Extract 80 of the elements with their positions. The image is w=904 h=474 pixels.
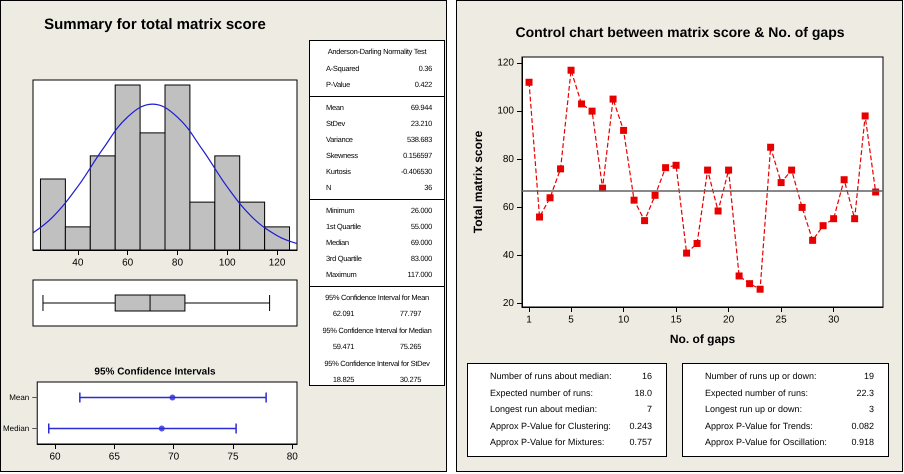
point	[694, 240, 701, 247]
point	[767, 144, 774, 151]
x-tick-label: 10	[618, 314, 630, 326]
y-tick-label: 60	[502, 202, 514, 213]
text: 0.757	[629, 436, 652, 449]
point	[704, 166, 712, 174]
x-tick-label: 1	[526, 314, 532, 326]
text: 0.918	[851, 436, 874, 449]
text: 19	[864, 370, 874, 383]
point	[578, 100, 586, 108]
point	[610, 96, 617, 103]
x-tick-label: 25	[776, 314, 788, 326]
point	[641, 217, 648, 224]
text: Number of runs about median:	[490, 370, 612, 383]
x-tick-label: 80	[286, 452, 298, 462]
text: Approx P-Value for Clustering:	[490, 420, 611, 433]
point	[662, 164, 670, 172]
x-tick-label: 40	[72, 258, 84, 268]
x-tick-label: 75	[227, 452, 239, 462]
chart-title: Control chart between matrix score & No. of gaps	[515, 24, 845, 40]
text: Approx P-Value for Trends:	[705, 420, 813, 433]
point	[557, 165, 564, 172]
point	[840, 176, 848, 184]
point	[652, 192, 659, 199]
x-tick-label: 60	[122, 258, 134, 268]
y-tick-label: 100	[497, 106, 514, 117]
text: Approx P-Value for Oscillation:	[705, 436, 827, 449]
point	[672, 162, 680, 169]
text: 22.3	[856, 386, 874, 400]
point	[620, 126, 628, 134]
y-tick-label: 80	[502, 154, 514, 165]
point	[788, 166, 796, 174]
point	[798, 204, 806, 211]
text: Number of runs up or down:	[705, 370, 817, 383]
point	[725, 166, 732, 174]
text: 7	[646, 403, 652, 416]
y-tick-label: 120	[497, 58, 514, 69]
x-axis-title: No. of gaps	[670, 332, 736, 346]
point	[746, 280, 754, 288]
point	[862, 112, 869, 120]
x-tick-label: 30	[828, 314, 840, 326]
point	[756, 286, 764, 293]
point	[568, 66, 575, 74]
y-axis-title: Total matrix score	[471, 130, 485, 234]
x-tick-label: 20	[723, 314, 735, 326]
point	[778, 179, 785, 186]
text: Expected number of runs:	[490, 386, 594, 400]
point	[809, 236, 816, 244]
point	[630, 196, 638, 204]
point	[830, 215, 838, 222]
text: Expected number of runs:	[705, 386, 808, 400]
x-tick-label: 5	[568, 314, 574, 326]
x-tick-label: 80	[172, 258, 184, 268]
text: Longest run about median:	[490, 403, 598, 416]
chart-title: 95% Confidence Intervals	[94, 366, 216, 378]
y-tick-label: 40	[502, 250, 514, 262]
point	[588, 108, 596, 115]
point	[736, 272, 743, 280]
text: 16	[642, 370, 652, 383]
chart-title: Summary for total matrix score	[44, 16, 266, 33]
y-tick-label: 20	[502, 298, 514, 310]
text: 3	[868, 403, 874, 416]
text: 0.243	[629, 420, 652, 432]
point	[820, 222, 827, 230]
text: 18.0	[634, 386, 652, 400]
text: 0.082	[851, 420, 874, 432]
text: Longest run up or down:	[705, 403, 802, 416]
point	[714, 207, 722, 214]
point	[546, 194, 554, 202]
x-tick-label: 65	[108, 452, 120, 462]
point	[851, 215, 858, 222]
x-tick-label: 15	[670, 314, 682, 326]
point	[536, 214, 544, 221]
point	[683, 250, 690, 257]
x-tick-label: 120	[268, 258, 286, 268]
point	[526, 78, 533, 86]
text: Approx P-Value for Mixtures:	[490, 436, 604, 449]
x-tick-label: 100	[218, 258, 236, 268]
x-tick-label: 60	[49, 452, 62, 462]
x-tick-label: 70	[168, 452, 180, 462]
